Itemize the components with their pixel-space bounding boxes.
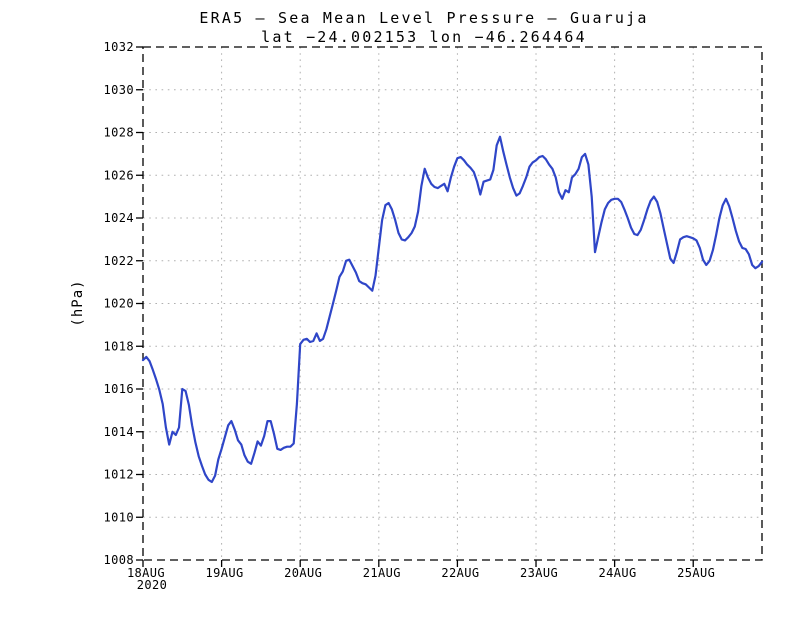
- y-tick-label: 1026: [104, 168, 135, 182]
- x-tick-label: 21AUG: [363, 566, 401, 580]
- pressure-line: [141, 135, 764, 484]
- x-axis-year-label: 2020: [137, 578, 168, 592]
- y-tick-label: 1012: [104, 468, 135, 482]
- y-tick-label: 1010: [104, 510, 135, 524]
- plot-frame: [142, 46, 763, 561]
- y-tick-label: 1022: [104, 254, 135, 268]
- chart-subtitle: lat −24.002153 lon −46.264464: [261, 28, 587, 46]
- x-tick-label: 20AUG: [284, 566, 322, 580]
- y-tick-label: 1016: [104, 382, 135, 396]
- y-tick-label: 1008: [104, 553, 135, 567]
- chart-title: ERA5 — Sea Mean Level Pressure — Guaruja: [199, 9, 648, 27]
- axis-ticks: [136, 46, 694, 567]
- x-tick-label: 23AUG: [520, 566, 558, 580]
- y-tick-labels: 1008 1010 1012 1014 1016 1018 1020 1022 1024 1026…: [104, 40, 135, 567]
- x-tick-label: 24AUG: [599, 566, 637, 580]
- y-tick-label: 1028: [104, 126, 135, 140]
- y-tick-label: 1018: [104, 339, 135, 353]
- x-tick-label: 19AUG: [206, 566, 244, 580]
- y-tick-label: 1014: [104, 425, 135, 439]
- y-tick-label: 1032: [104, 40, 135, 54]
- x-tick-label: 18AUG: [127, 566, 165, 580]
- y-axis-label: (hPa): [70, 279, 86, 326]
- y-tick-label: 1024: [104, 211, 135, 225]
- x-tick-label: 25AUG: [677, 566, 715, 580]
- x-tick-label: 22AUG: [441, 566, 479, 580]
- y-tick-label: 1030: [104, 83, 135, 97]
- x-tick-labels: 18AUG 19AUG 20AUG 21AUG 22AUG 23AUG 24AUG 25AUG: [127, 566, 715, 580]
- y-tick-label: 1020: [104, 297, 135, 311]
- gridlines: [143, 47, 762, 560]
